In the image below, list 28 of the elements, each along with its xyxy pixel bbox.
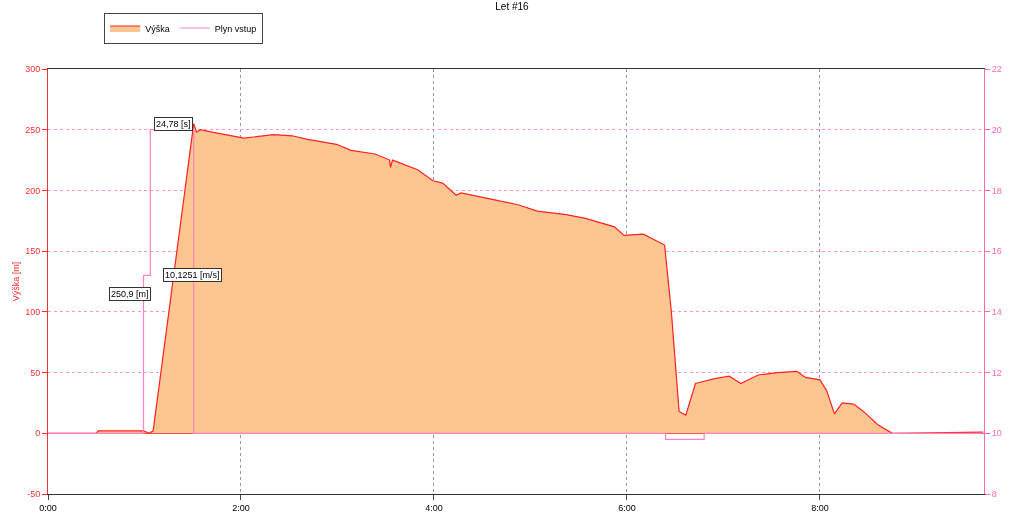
y-tick-label: 150 bbox=[25, 246, 41, 257]
y-tick-label: -50 bbox=[27, 489, 41, 500]
x-tick-label: 4:00 bbox=[425, 502, 443, 513]
y-tick-label: 100 bbox=[25, 307, 41, 318]
y-tick-label: 0 bbox=[35, 428, 41, 439]
y2-tick-label: 14 bbox=[991, 307, 1002, 318]
x-tick-label: 2:00 bbox=[232, 502, 250, 513]
x-tick-label: 0:00 bbox=[39, 502, 57, 513]
y2-tick-label: 22 bbox=[991, 64, 1002, 75]
y2-tick-label: 8 bbox=[991, 489, 997, 500]
chart-title: Let #16 bbox=[495, 0, 530, 12]
annotation: 10,1251 [m/s] bbox=[165, 270, 220, 280]
y2-tick-label: 18 bbox=[991, 185, 1002, 196]
y-tick-label: 250 bbox=[25, 124, 41, 135]
annotation: 24,78 [s] bbox=[156, 119, 191, 129]
y-tick-label: 50 bbox=[30, 367, 41, 378]
y2-tick-label: 16 bbox=[991, 246, 1002, 257]
legend-label: Výška bbox=[145, 23, 170, 34]
y-tick-label: 300 bbox=[25, 64, 41, 75]
y2-tick-label: 20 bbox=[991, 124, 1002, 135]
x-tick-label: 8:00 bbox=[811, 502, 829, 513]
legend-label: Plyn vstup bbox=[214, 23, 257, 34]
x-tick-label: 6:00 bbox=[618, 502, 636, 513]
y2-tick-label: 12 bbox=[991, 367, 1002, 378]
y-axis-title: Výška [m] bbox=[10, 261, 21, 302]
y-tick-label: 200 bbox=[25, 185, 41, 196]
y2-tick-label: 10 bbox=[991, 428, 1002, 439]
annotation: 250,9 [m] bbox=[111, 289, 149, 299]
